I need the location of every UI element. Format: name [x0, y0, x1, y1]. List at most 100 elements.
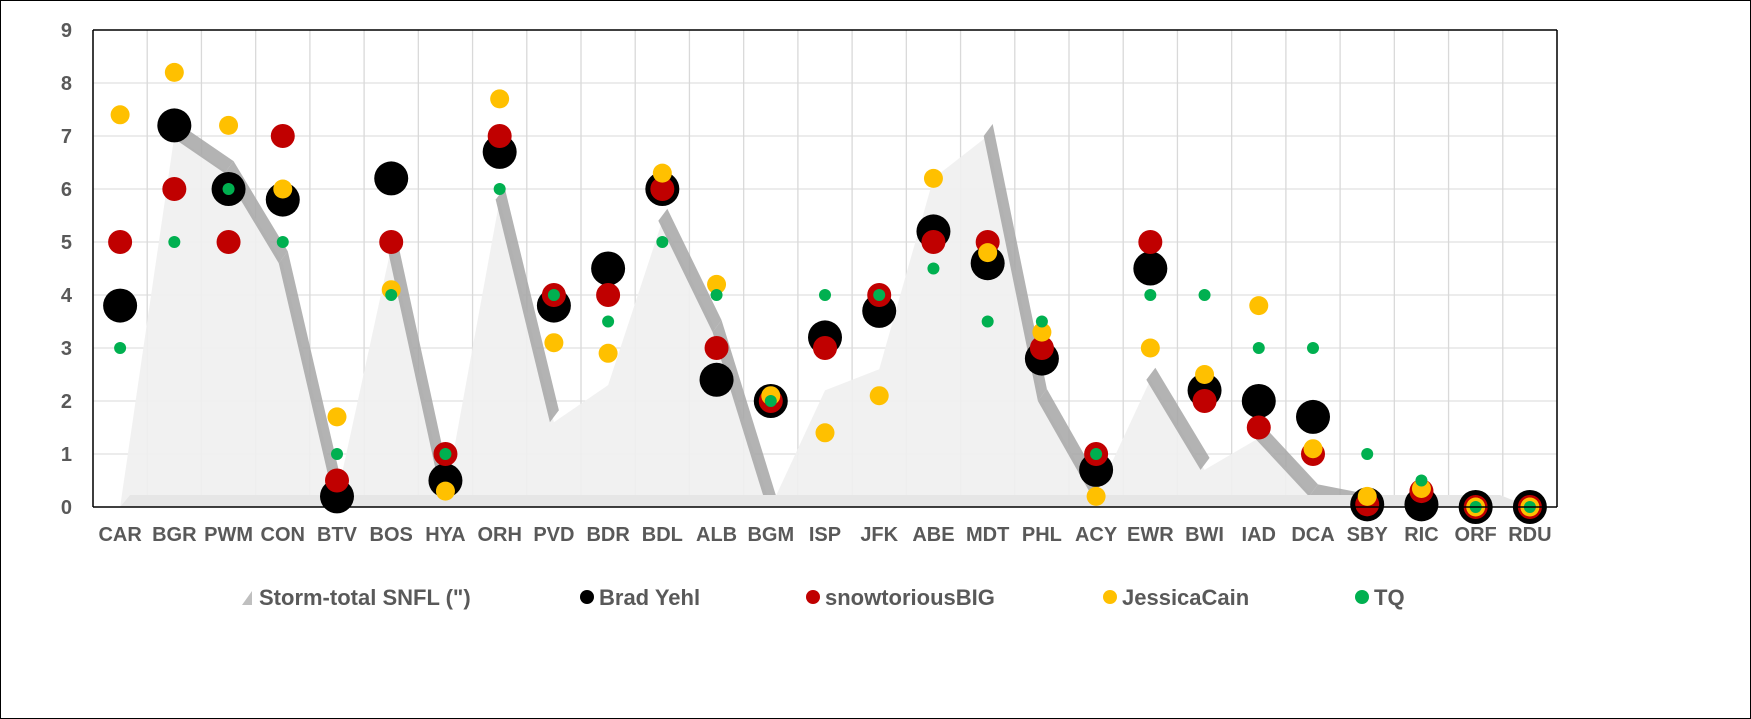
data-point-jessicacain [1195, 365, 1215, 384]
data-point-jessicacain [598, 343, 618, 363]
data-point-snowtoriousbig [325, 468, 349, 493]
data-point-tq [981, 315, 994, 328]
data-point-jessicacain [869, 386, 889, 406]
data-point-tq [439, 448, 452, 460]
data-point-tq [114, 342, 127, 354]
y-tick-label: 5 [61, 232, 72, 254]
data-point-snowtoriousbig [216, 230, 241, 254]
data-point-snowtoriousbig [596, 283, 621, 307]
storm-total-edge [1254, 426, 1318, 497]
data-point-jessicacain [273, 179, 293, 199]
data-point-jessicacain [815, 423, 835, 443]
data-point-brad-yehl [374, 161, 409, 196]
data-point-jessicacain [544, 333, 564, 353]
data-point-snowtoriousbig [108, 230, 133, 254]
data-point-tq [1090, 448, 1103, 460]
x-tick-label: ALB [696, 524, 737, 546]
x-tick-label: BDR [586, 524, 630, 546]
legend-label: Brad Yehl [599, 585, 700, 610]
data-point-tq [1361, 448, 1374, 460]
data-point-brad-yehl [699, 362, 734, 397]
x-tick-label: CAR [98, 524, 142, 546]
x-tick-label: ORH [477, 524, 521, 546]
storm-total-edge [712, 320, 776, 507]
data-point-jessicacain [1140, 338, 1160, 358]
data-point-tq [1415, 474, 1428, 487]
x-tick-label: PHL [1022, 524, 1062, 546]
data-point-jessicacain [1303, 439, 1323, 459]
data-point-tq [385, 289, 398, 301]
legend-marker-dot [580, 590, 594, 604]
data-point-jessicacain [978, 243, 998, 263]
data-point-tq [168, 236, 181, 248]
x-tick-label: HYA [425, 524, 465, 546]
x-tick-label: PVD [533, 524, 574, 546]
x-tick-label: RIC [1404, 524, 1438, 546]
x-tick-label: ORF [1455, 524, 1497, 546]
data-point-jessicacain [1086, 486, 1106, 506]
data-point-brad-yehl [591, 251, 626, 286]
data-point-tq [927, 262, 940, 275]
storm-total-edge [658, 208, 722, 333]
storm-total-edge [983, 124, 1047, 401]
data-point-jessicacain [1357, 486, 1377, 506]
data-point-tq [764, 395, 777, 407]
storm-total-edge [495, 187, 559, 423]
x-tick-label: BWI [1185, 524, 1224, 546]
data-point-snowtoriousbig [379, 230, 404, 254]
legend-marker-area [242, 591, 252, 605]
x-tick-label: RDU [1508, 524, 1551, 546]
x-tick-label: JFK [860, 524, 898, 546]
data-point-jessicacain [923, 168, 943, 188]
x-tick-label: SBY [1347, 524, 1389, 546]
x-tick-label: CON [261, 524, 305, 546]
x-tick-label: BGR [152, 524, 197, 546]
data-point-tq [1307, 342, 1319, 354]
x-tick-label: EWR [1127, 524, 1174, 546]
data-point-tq [873, 289, 886, 301]
y-tick-label: 6 [61, 179, 72, 201]
y-tick-label: 8 [61, 73, 72, 95]
x-tick-label: BGM [747, 524, 794, 546]
data-point-snowtoriousbig [270, 124, 295, 148]
legend-label: Storm-total SNFL (") [259, 585, 471, 610]
data-point-tq [276, 236, 289, 248]
data-point-jessicacain [1032, 322, 1052, 342]
y-tick-label: 7 [61, 126, 72, 148]
data-point-snowtoriousbig [1029, 336, 1054, 360]
x-tick-label: MDT [966, 524, 1009, 546]
data-point-jessicacain [327, 407, 347, 427]
x-tick-label: IAD [1242, 524, 1276, 546]
y-tick-label: 2 [61, 391, 72, 413]
y-tick-label: 0 [61, 497, 72, 519]
x-tick-label: BTV [317, 524, 358, 546]
data-point-tq [493, 183, 506, 195]
data-point-tq [819, 289, 831, 301]
data-point-snowtoriousbig [1246, 415, 1271, 440]
data-point-snowtoriousbig [1138, 230, 1163, 254]
data-point-jessicacain [652, 163, 672, 183]
data-point-jessicacain [110, 105, 130, 125]
legend-marker-dot [1355, 590, 1369, 604]
y-tick-label: 9 [61, 20, 72, 42]
x-tick-label: BDL [642, 524, 683, 546]
y-tick-label: 4 [61, 285, 73, 307]
data-point-tq [1035, 315, 1048, 328]
data-point-snowtoriousbig [162, 177, 187, 201]
data-point-snowtoriousbig [487, 124, 512, 148]
storm-total-edge [1146, 367, 1210, 470]
data-point-brad-yehl [1241, 384, 1276, 418]
legend-label: TQ [1374, 585, 1405, 610]
data-point-tq [1198, 289, 1211, 301]
storm-total-area-fill [120, 136, 1530, 507]
data-point-tq [1144, 289, 1157, 301]
forecast-dots [103, 62, 1547, 524]
storm-total-edge [278, 251, 342, 497]
x-tick-label: ISP [809, 524, 841, 546]
data-point-tq [602, 315, 615, 328]
x-tick-label: DCA [1291, 524, 1334, 546]
data-point-brad-yehl [103, 288, 138, 323]
y-tick-label: 3 [61, 338, 72, 360]
x-tick-label: BOS [370, 524, 413, 546]
